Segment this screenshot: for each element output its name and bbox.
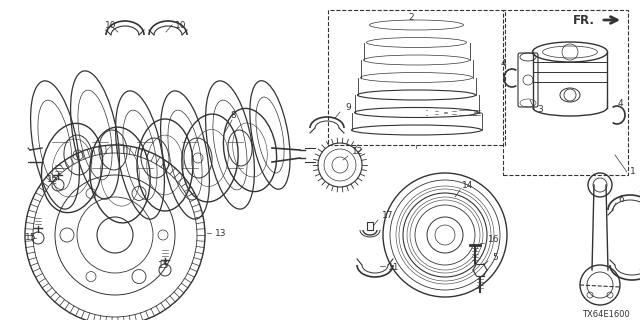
Text: 3: 3: [537, 106, 543, 115]
Text: 9: 9: [345, 103, 351, 113]
Text: 8: 8: [230, 110, 236, 119]
Text: 10: 10: [105, 20, 116, 29]
Text: TX64E1600: TX64E1600: [582, 310, 630, 319]
Text: 1: 1: [630, 167, 636, 177]
Text: 12: 12: [352, 148, 364, 156]
Text: 11: 11: [388, 263, 399, 273]
Text: 7: 7: [638, 191, 640, 201]
Text: 15: 15: [25, 234, 36, 243]
Text: 5: 5: [492, 253, 498, 262]
Text: 15: 15: [47, 175, 58, 185]
Text: 4: 4: [501, 60, 507, 68]
Text: 6: 6: [618, 196, 624, 204]
Text: 14: 14: [462, 180, 474, 189]
Text: 4: 4: [618, 99, 623, 108]
Text: 10: 10: [175, 20, 186, 29]
Text: 15: 15: [158, 260, 170, 269]
Text: 13: 13: [215, 228, 227, 237]
Text: FR.: FR.: [573, 13, 595, 27]
Text: 2: 2: [408, 13, 414, 22]
Text: 16: 16: [488, 236, 499, 244]
Text: 7: 7: [638, 268, 640, 277]
Text: 17: 17: [382, 211, 394, 220]
